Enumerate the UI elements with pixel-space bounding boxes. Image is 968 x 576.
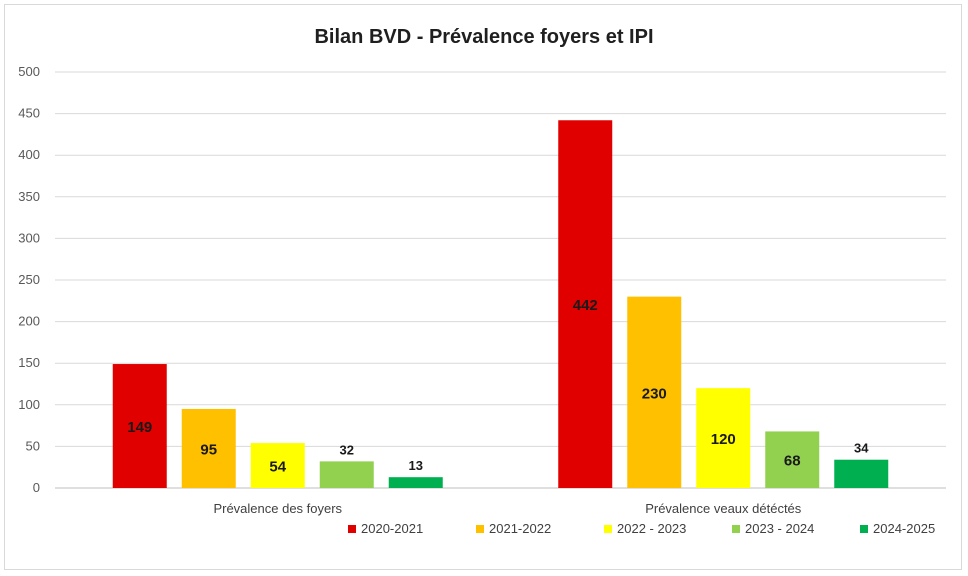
y-tick-label: 450 bbox=[18, 106, 40, 121]
bar bbox=[181, 408, 236, 488]
data-label: 95 bbox=[200, 441, 217, 458]
data-labels: 149 95 54 32 13 442 230 120 68 34 bbox=[127, 297, 869, 475]
legend-swatch bbox=[604, 525, 612, 533]
y-tick-label: 150 bbox=[18, 355, 40, 370]
data-label: 13 bbox=[409, 458, 423, 473]
bar bbox=[388, 477, 443, 488]
legend: 2020-2021 2021-2022 2022 - 2023 2023 - 2024… bbox=[348, 521, 935, 536]
y-tick-label: 300 bbox=[18, 230, 40, 245]
chart-title: Bilan BVD - Prévalence foyers et IPI bbox=[314, 26, 653, 48]
y-tick-label: 500 bbox=[18, 64, 40, 79]
bars bbox=[112, 120, 889, 489]
legend-swatch bbox=[348, 525, 356, 533]
legend-label: 2021-2022 bbox=[489, 521, 551, 536]
data-label: 32 bbox=[340, 442, 354, 457]
bar bbox=[765, 431, 820, 488]
data-label: 442 bbox=[573, 297, 598, 314]
legend-swatch bbox=[732, 525, 740, 533]
legend-label: 2023 - 2024 bbox=[745, 521, 814, 536]
y-tick-label: 0 bbox=[33, 480, 40, 495]
legend-label: 2022 - 2023 bbox=[617, 521, 686, 536]
category-label: Prévalence veaux détéctés bbox=[645, 501, 802, 516]
y-tick-label: 400 bbox=[18, 147, 40, 162]
y-tick-label: 100 bbox=[18, 397, 40, 412]
y-axis: 0 50 100 150 200 250 300 350 400 450 500 bbox=[18, 64, 40, 495]
legend-label: 2024-2025 bbox=[873, 521, 935, 536]
data-label: 34 bbox=[854, 441, 869, 456]
legend-label: 2020-2021 bbox=[361, 521, 423, 536]
y-tick-label: 200 bbox=[18, 314, 40, 329]
y-tick-label: 50 bbox=[26, 438, 40, 453]
data-label: 149 bbox=[127, 419, 152, 436]
data-label: 230 bbox=[642, 385, 667, 402]
data-label: 54 bbox=[269, 459, 286, 476]
bar bbox=[627, 296, 682, 488]
bar bbox=[112, 364, 167, 488]
legend-swatch bbox=[476, 525, 484, 533]
x-axis-categories: Prévalence des foyers Prévalence veaux dé… bbox=[213, 501, 801, 516]
category-label: Prévalence des foyers bbox=[213, 501, 342, 516]
bar bbox=[696, 388, 751, 488]
bar bbox=[558, 120, 613, 489]
legend-swatch bbox=[860, 525, 868, 533]
data-label: 120 bbox=[711, 431, 736, 448]
bar bbox=[834, 459, 889, 488]
y-tick-label: 250 bbox=[18, 272, 40, 287]
bar bbox=[250, 443, 305, 488]
data-label: 68 bbox=[784, 453, 801, 470]
bar bbox=[319, 461, 374, 488]
y-tick-label: 350 bbox=[18, 189, 40, 204]
